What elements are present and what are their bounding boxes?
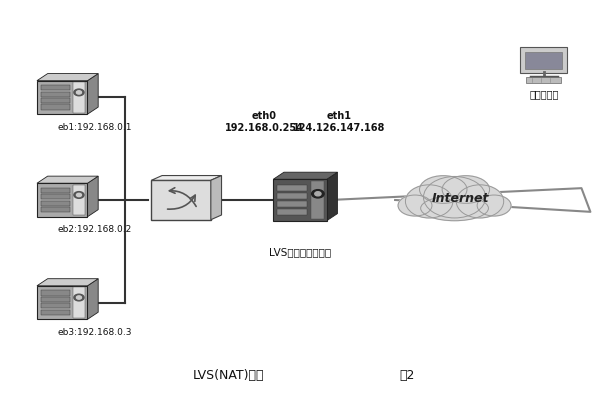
FancyBboxPatch shape: [273, 179, 327, 221]
FancyBboxPatch shape: [41, 188, 70, 193]
Text: LVS(NAT)模式: LVS(NAT)模式: [193, 369, 265, 382]
FancyBboxPatch shape: [73, 185, 85, 215]
FancyBboxPatch shape: [41, 310, 70, 315]
Polygon shape: [37, 74, 98, 81]
Polygon shape: [151, 176, 221, 180]
FancyBboxPatch shape: [526, 77, 561, 83]
Ellipse shape: [419, 176, 467, 203]
FancyBboxPatch shape: [73, 287, 85, 318]
FancyBboxPatch shape: [37, 286, 88, 319]
Text: eb3:192.168.0.3: eb3:192.168.0.3: [58, 328, 132, 337]
Ellipse shape: [424, 176, 485, 218]
Text: eth1
124.126.147.168: eth1 124.126.147.168: [292, 111, 385, 133]
Circle shape: [76, 91, 82, 94]
Polygon shape: [273, 172, 337, 179]
Polygon shape: [211, 176, 221, 220]
Ellipse shape: [406, 185, 453, 218]
FancyBboxPatch shape: [311, 181, 325, 219]
Ellipse shape: [477, 195, 511, 216]
Circle shape: [315, 192, 321, 196]
Circle shape: [311, 190, 324, 198]
FancyBboxPatch shape: [277, 193, 307, 199]
FancyBboxPatch shape: [277, 185, 307, 191]
Polygon shape: [37, 279, 98, 286]
Text: 图2: 图2: [400, 369, 415, 382]
FancyBboxPatch shape: [41, 297, 70, 302]
Polygon shape: [88, 74, 98, 114]
FancyBboxPatch shape: [277, 201, 307, 207]
Ellipse shape: [421, 196, 488, 221]
FancyBboxPatch shape: [37, 183, 88, 217]
FancyBboxPatch shape: [525, 52, 562, 69]
Circle shape: [74, 294, 84, 301]
FancyBboxPatch shape: [41, 201, 70, 206]
FancyBboxPatch shape: [73, 82, 85, 113]
Polygon shape: [37, 176, 98, 183]
FancyBboxPatch shape: [41, 194, 70, 199]
FancyBboxPatch shape: [41, 104, 70, 110]
FancyBboxPatch shape: [41, 98, 70, 103]
FancyBboxPatch shape: [37, 81, 88, 114]
FancyBboxPatch shape: [520, 46, 568, 73]
Circle shape: [76, 296, 82, 299]
Circle shape: [74, 89, 84, 96]
FancyBboxPatch shape: [41, 92, 70, 97]
Circle shape: [74, 192, 84, 198]
Ellipse shape: [456, 185, 503, 218]
Text: eb2:192.168.0.2: eb2:192.168.0.2: [58, 226, 132, 234]
Ellipse shape: [442, 176, 490, 203]
Text: LVS负载均衡调度器: LVS负载均衡调度器: [269, 247, 331, 257]
Polygon shape: [88, 279, 98, 319]
FancyBboxPatch shape: [41, 85, 70, 90]
Polygon shape: [327, 172, 337, 221]
FancyBboxPatch shape: [41, 303, 70, 308]
FancyBboxPatch shape: [277, 209, 307, 215]
Text: eb1:192.168.0.1: eb1:192.168.0.1: [58, 123, 132, 132]
Text: eth0
192.168.0.254: eth0 192.168.0.254: [225, 111, 304, 133]
Text: Internet: Internet: [432, 192, 489, 204]
Ellipse shape: [398, 195, 432, 216]
FancyBboxPatch shape: [151, 180, 211, 220]
Circle shape: [76, 193, 82, 197]
FancyBboxPatch shape: [41, 290, 70, 296]
Polygon shape: [88, 176, 98, 217]
FancyBboxPatch shape: [41, 207, 70, 212]
Text: 互联网用户: 互联网用户: [529, 89, 559, 99]
